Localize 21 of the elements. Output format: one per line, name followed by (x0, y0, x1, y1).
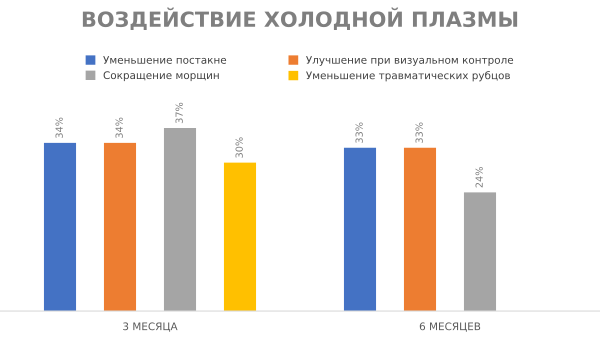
data-label: 30% (235, 137, 243, 158)
x-tick-label: 6 МЕСЯЦЕВ (420, 322, 480, 332)
bar (404, 148, 436, 312)
data-label: 34% (115, 118, 123, 138)
legend-label: Уменьшение постакне (103, 56, 226, 64)
data-label: 34% (55, 118, 63, 138)
chart-title: ВОЗДЕЙСТВИЕ ХОЛОДНОЙ ПЛАЗМЫ (82, 8, 518, 30)
data-label: 33% (415, 122, 423, 143)
bar (44, 142, 76, 312)
data-label: 33% (355, 122, 363, 143)
legend-label: Уменьшение травматических рубцов (306, 71, 510, 82)
bar (344, 148, 376, 312)
bar (224, 162, 256, 312)
data-label: 24% (475, 167, 483, 188)
bar (104, 142, 136, 312)
legend-label: Сокращение морщин (104, 71, 219, 82)
bar (464, 192, 496, 312)
legend-label: Улучшение при визуальном контроле (306, 56, 514, 66)
data-label: 37% (175, 102, 183, 124)
bar (164, 128, 196, 312)
x-tick-label: 3 МЕСЯЦА (123, 322, 178, 332)
